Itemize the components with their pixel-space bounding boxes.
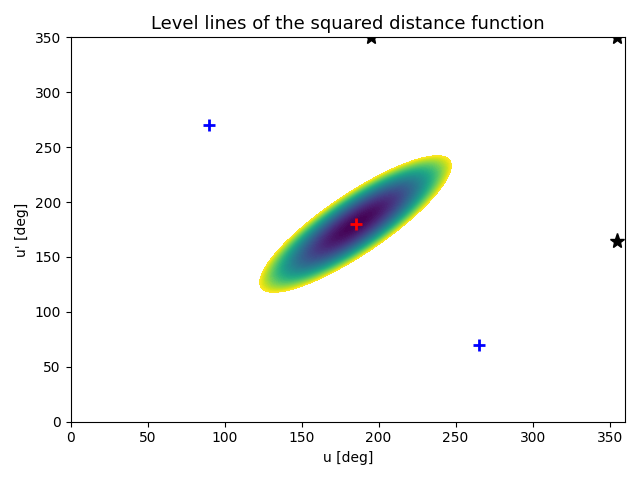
Y-axis label: u' [deg]: u' [deg]	[15, 203, 29, 257]
Title: Level lines of the squared distance function: Level lines of the squared distance func…	[151, 15, 545, 33]
X-axis label: u [deg]: u [deg]	[323, 451, 373, 465]
